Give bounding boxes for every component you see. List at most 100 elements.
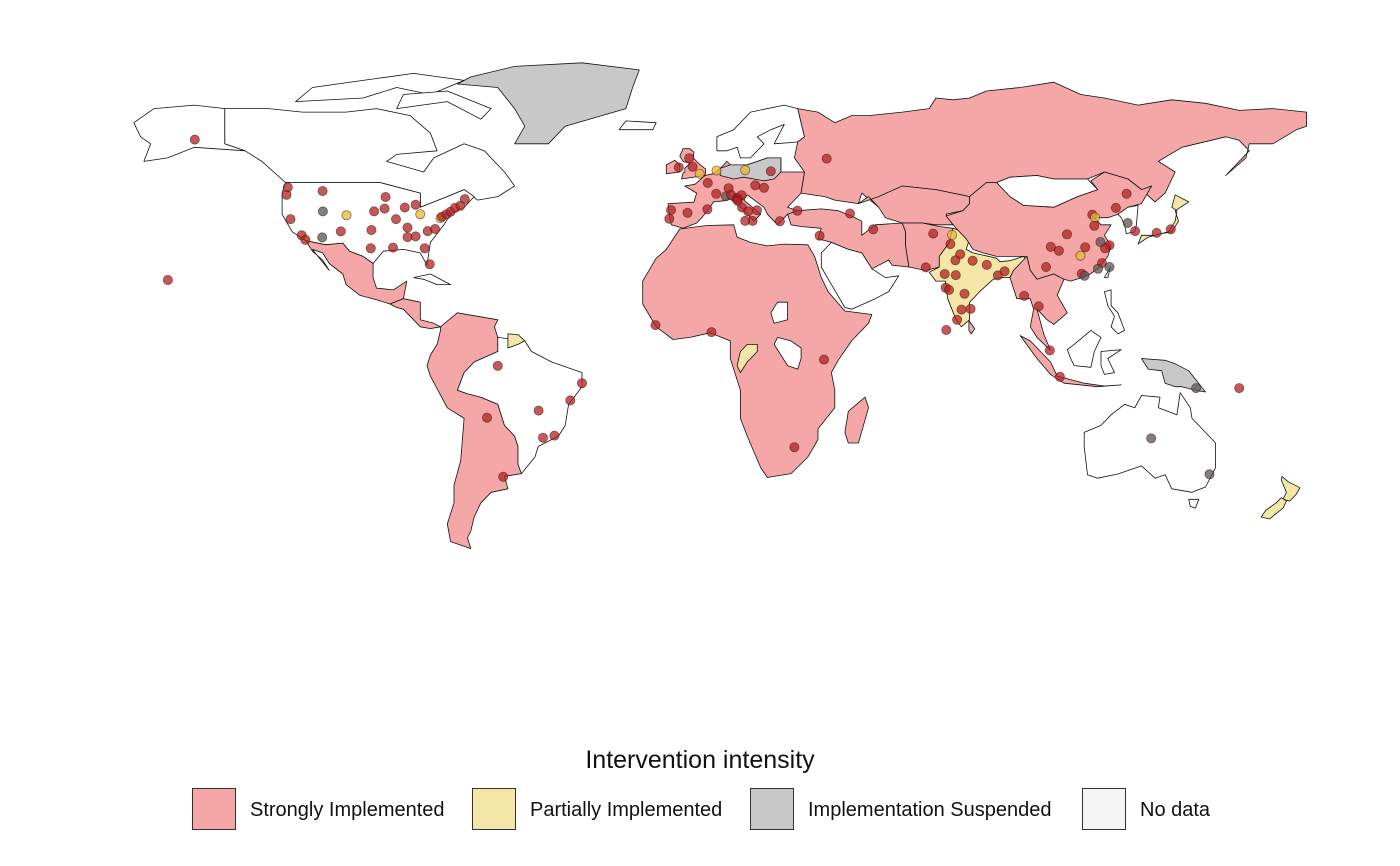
data-point-strong (950, 255, 961, 266)
region-iceland (618, 120, 657, 131)
data-point-strong (410, 199, 421, 210)
data-point-strong (920, 262, 931, 273)
data-point-strong (387, 242, 398, 253)
data-point-strong (944, 284, 955, 295)
data-point-strong (752, 205, 763, 216)
data-point-strong (650, 320, 661, 331)
region-indonesia (1019, 335, 1122, 388)
data-point-suspended (1104, 261, 1115, 272)
region-greenland (457, 62, 640, 145)
data-point-strong (459, 194, 470, 205)
data-point-strong (565, 395, 576, 406)
region-mongolia (996, 175, 1099, 208)
data-point-strong (774, 216, 785, 227)
data-point-strong (928, 228, 939, 239)
data-point-strong (390, 214, 401, 225)
data-point-strong (845, 208, 856, 219)
data-point-strong (981, 259, 992, 270)
data-point-strong (549, 430, 560, 441)
data-point-suspended (1079, 270, 1090, 281)
data-point-strong (959, 288, 970, 299)
data-point-strong (967, 255, 978, 266)
data-point-strong (366, 224, 377, 235)
legend-label-partially-implemented: Partially Implemented (530, 799, 723, 821)
data-point-strong (380, 191, 391, 202)
region-tasmania (1188, 498, 1200, 509)
legend-title: Intervention intensity (585, 746, 815, 774)
region-sulawesi (1100, 349, 1122, 375)
data-point-strong (965, 303, 976, 314)
data-point-strong (162, 274, 173, 285)
data-point-suspended (1191, 383, 1202, 394)
legend-swatch-partially-implemented (472, 788, 516, 830)
data-point-strong (666, 204, 677, 215)
region-madagascar (844, 396, 869, 444)
data-point-strong (538, 432, 549, 443)
data-point-strong (410, 231, 421, 242)
data-point-strong (1053, 245, 1064, 256)
data-point-strong (1151, 227, 1162, 238)
region-new-zealand (1280, 476, 1301, 502)
region-arctic2 (396, 90, 492, 120)
region-png (1141, 358, 1206, 393)
data-point-strong (759, 182, 770, 193)
data-point-suspended (1093, 263, 1104, 274)
data-point-partial (341, 210, 352, 221)
data-point-strong (1130, 226, 1141, 237)
region-guianas (507, 333, 526, 349)
data-point-strong (1062, 229, 1073, 240)
data-point-strong (481, 412, 492, 423)
region-sri-lanka (968, 320, 976, 335)
data-point-strong (702, 177, 713, 188)
points-layer (162, 134, 1245, 482)
data-point-strong (317, 185, 328, 196)
data-point-strong (430, 223, 441, 234)
data-point-strong (498, 471, 509, 482)
data-point-suspended (1122, 217, 1133, 228)
data-point-strong (402, 222, 413, 233)
data-point-strong (814, 230, 825, 241)
data-point-strong (285, 214, 296, 225)
data-point-strong (1033, 301, 1044, 312)
data-point-strong (941, 324, 952, 335)
region-cuba (413, 273, 451, 285)
data-point-partial (694, 168, 705, 179)
data-point-strong (1080, 242, 1091, 253)
data-point-strong (1110, 202, 1121, 213)
data-point-strong (687, 161, 698, 172)
data-point-strong (1089, 220, 1100, 231)
data-point-strong (945, 239, 956, 250)
data-point-partial (947, 229, 958, 240)
region-taiwan (1104, 266, 1111, 278)
legend-label-implementation-suspended: Implementation Suspended (808, 799, 1052, 821)
data-point-strong (533, 405, 544, 416)
data-point-strong (702, 204, 713, 215)
data-point-strong (950, 270, 961, 281)
data-point-strong (1045, 241, 1056, 252)
data-point-strong (789, 442, 800, 453)
data-point-strong (939, 268, 950, 279)
data-point-strong (673, 162, 684, 173)
region-sahel-gap (770, 301, 788, 324)
region-central-africa-west (736, 344, 758, 373)
data-point-strong (282, 182, 293, 193)
data-point-strong (952, 314, 963, 325)
data-point-strong (1019, 290, 1030, 301)
legend-label-strongly-implemented: Strongly Implemented (250, 799, 445, 821)
region-alaska (133, 104, 246, 162)
data-point-strong (664, 213, 675, 224)
region-scandinavia (716, 104, 805, 159)
data-point-strong (999, 266, 1010, 277)
region-saudi (820, 242, 900, 310)
data-point-strong (492, 360, 503, 371)
data-point-strong (189, 134, 200, 145)
data-point-strong (868, 224, 879, 235)
data-point-suspended (317, 232, 328, 243)
data-point-strong (1234, 383, 1245, 394)
data-point-strong (1041, 261, 1052, 272)
data-point-suspended (1204, 469, 1215, 480)
data-point-strong (743, 206, 754, 217)
data-point-strong (300, 234, 311, 245)
data-point-strong (750, 180, 761, 191)
data-point-partial (1075, 250, 1086, 261)
